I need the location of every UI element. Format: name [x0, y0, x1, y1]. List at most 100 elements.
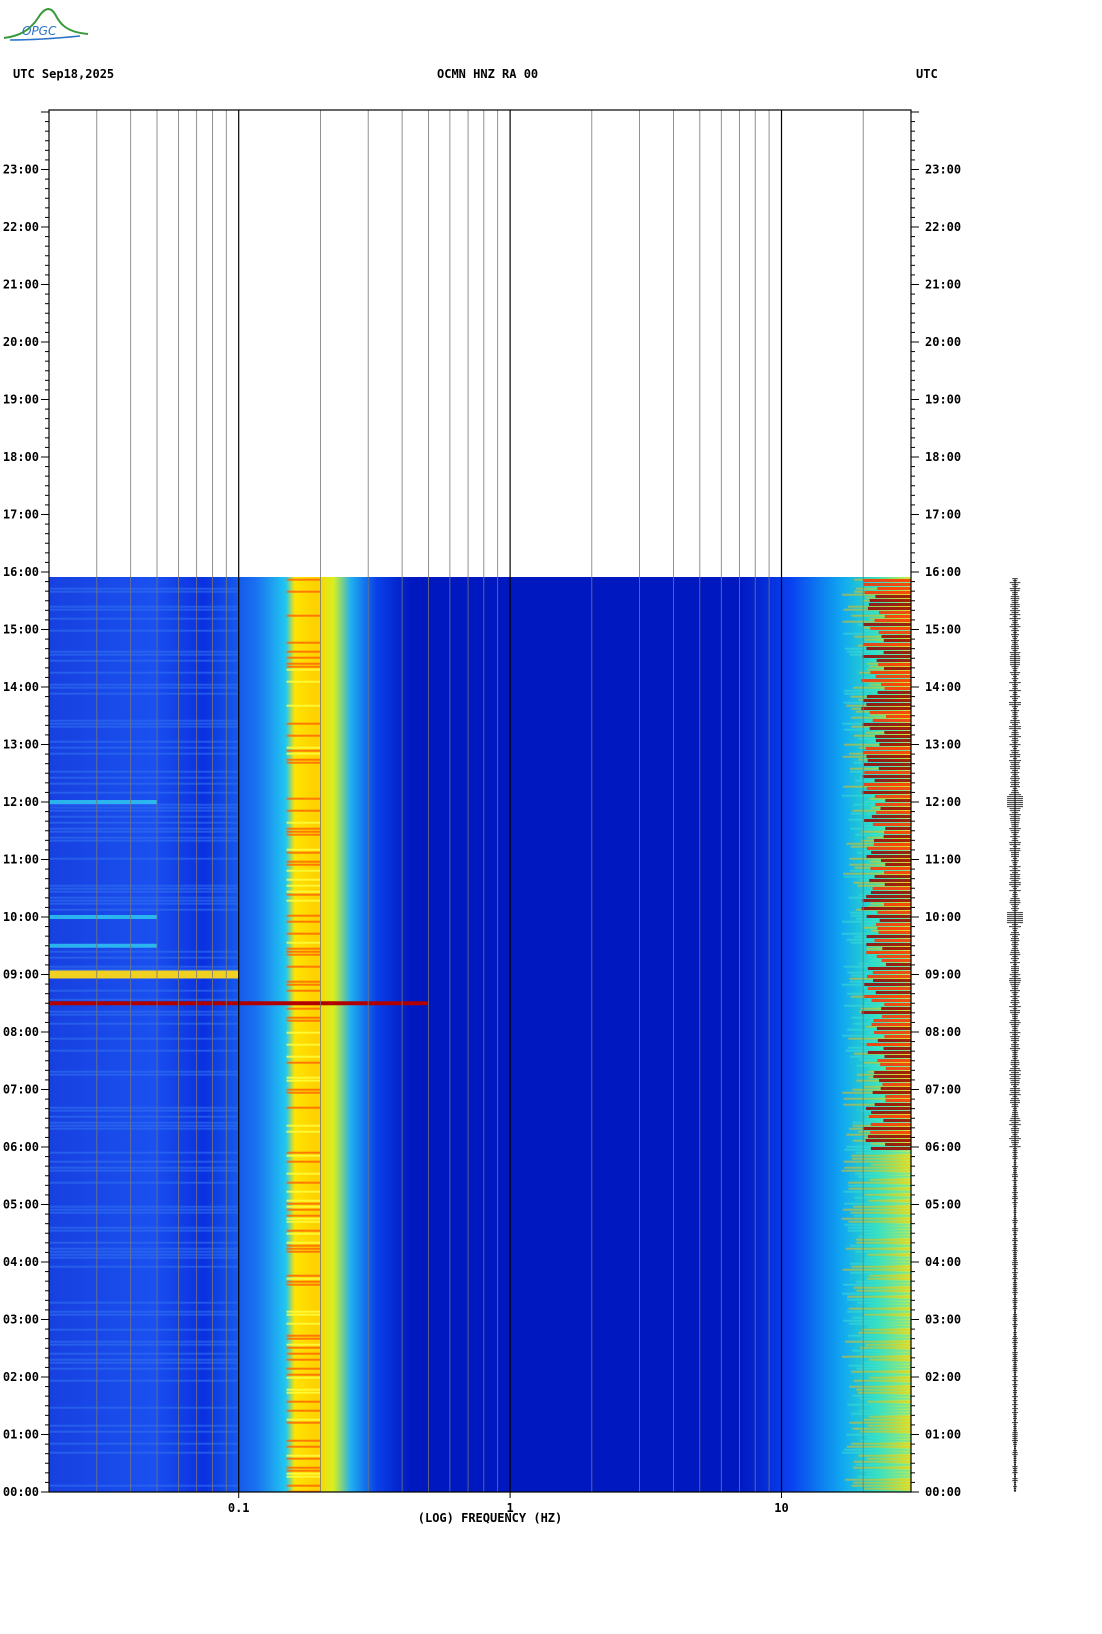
hf-noise-stripe	[848, 1184, 911, 1187]
noise-stripe	[49, 998, 239, 1001]
microseism-stripe	[286, 614, 321, 617]
hf-noise-stripe	[867, 953, 911, 956]
hf-event-stripe	[866, 951, 911, 954]
hf-noise-stripe	[843, 1190, 911, 1193]
hf-noise-stripe	[850, 941, 911, 944]
microseism-stripe	[286, 704, 321, 707]
noise-stripe	[49, 1442, 239, 1445]
noise-stripe	[49, 1226, 239, 1229]
microseism-stripe	[286, 1208, 321, 1211]
hf-noise-stripe	[849, 869, 911, 872]
y-tick-label-left: 00:00	[3, 1485, 39, 1499]
noise-stripe	[49, 1073, 239, 1076]
hf-noise-stripe	[856, 1388, 911, 1391]
noise-stripe	[49, 1328, 239, 1331]
hf-event-stripe	[883, 667, 911, 670]
noise-stripe	[49, 587, 239, 590]
microseism-stripe	[286, 1079, 321, 1082]
spectrogram-data-area	[49, 577, 911, 1492]
x-tick-label: 0.1	[228, 1501, 250, 1515]
logo-text: OPGC	[22, 24, 57, 38]
noise-stripe	[49, 821, 239, 824]
hf-noise-stripe	[847, 1046, 911, 1049]
hf-event-stripe	[884, 731, 911, 734]
y-tick-label-left: 13:00	[3, 738, 39, 752]
y-tick-label-left: 02:00	[3, 1370, 39, 1384]
hf-event-stripe	[866, 703, 911, 706]
hf-noise-stripe	[855, 1463, 911, 1466]
noise-stripe	[49, 1340, 239, 1343]
hf-noise-stripe	[861, 1109, 911, 1112]
microseism-stripe	[286, 950, 321, 953]
hf-noise-stripe	[843, 701, 911, 704]
hf-event-stripe	[863, 623, 911, 626]
microseism-stripe	[286, 983, 321, 986]
hf-event-stripe	[872, 823, 911, 826]
hf-event-stripe	[873, 1019, 911, 1022]
y-tick-label-left: 05:00	[3, 1198, 39, 1212]
hf-event-stripe	[866, 895, 911, 898]
noise-stripe	[49, 1229, 239, 1232]
hf-event-stripe	[881, 959, 911, 962]
hf-noise-stripe	[847, 605, 911, 608]
noise-stripe	[49, 1013, 239, 1016]
hf-noise-stripe	[841, 1034, 911, 1037]
microseism-stripe	[286, 869, 321, 872]
hf-event-stripe	[864, 591, 911, 594]
hf-event-stripe	[875, 595, 911, 598]
hf-noise-stripe	[851, 1265, 911, 1268]
hf-event-stripe	[877, 587, 911, 590]
hf-noise-stripe	[847, 1229, 911, 1232]
microseism-stripe	[286, 1418, 321, 1421]
noise-stripe	[49, 1310, 239, 1313]
microseism-stripe	[286, 1274, 321, 1277]
noise-stripe	[49, 1241, 239, 1244]
hf-event-stripe	[867, 987, 911, 990]
microseism-stripe	[286, 1475, 321, 1478]
noise-stripe	[49, 1181, 239, 1184]
noise-stripe	[49, 683, 239, 686]
noise-stripe	[49, 1010, 239, 1013]
noise-stripe	[49, 791, 239, 794]
x-axis-label: (LOG) FREQUENCY (HZ)	[418, 1511, 563, 1525]
microseism-stripe	[286, 1229, 321, 1232]
hf-noise-stripe	[865, 1025, 911, 1028]
microseism-stripe	[286, 878, 321, 881]
hf-noise-stripe	[849, 653, 911, 656]
noise-stripe	[49, 1070, 239, 1073]
hf-event-stripe	[869, 727, 911, 730]
hf-noise-stripe	[858, 962, 911, 965]
microseism-stripe	[286, 980, 321, 983]
frequency-grid	[96, 110, 864, 1492]
microseism-stripe	[286, 1214, 321, 1217]
hf-event-stripe	[862, 723, 911, 726]
hf-event-stripe	[884, 687, 911, 690]
noise-stripe	[49, 722, 239, 725]
noise-stripe	[49, 1211, 239, 1214]
noise-stripe	[49, 1256, 239, 1259]
hf-event-stripe	[882, 947, 911, 950]
hf-event-stripe	[868, 1115, 911, 1118]
hf-noise-stripe	[849, 863, 911, 866]
noise-stripe	[49, 1049, 239, 1052]
hf-noise-stripe	[869, 713, 911, 716]
noise-stripe	[49, 806, 239, 809]
microseism-stripe	[286, 1376, 321, 1379]
hf-event-stripe	[870, 867, 911, 870]
microseism-stripe	[286, 1019, 321, 1022]
hf-event-stripe	[871, 815, 911, 818]
noise-stripe	[49, 659, 239, 662]
hf-noise-stripe	[850, 1211, 911, 1214]
hf-noise-stripe	[863, 1085, 911, 1088]
hf-event-stripe	[884, 1035, 911, 1038]
noise-stripe	[49, 692, 239, 695]
microseism-stripe	[286, 965, 321, 968]
hf-noise-stripe	[842, 1268, 911, 1271]
y-tick-label-right: 20:00	[925, 335, 961, 349]
hf-noise-stripe	[848, 1322, 911, 1325]
hf-noise-stripe	[867, 1424, 911, 1427]
noise-stripe	[49, 950, 239, 953]
hf-event-stripe	[866, 855, 911, 858]
microseism-stripe	[286, 1484, 321, 1487]
hf-noise-stripe	[868, 1199, 911, 1202]
